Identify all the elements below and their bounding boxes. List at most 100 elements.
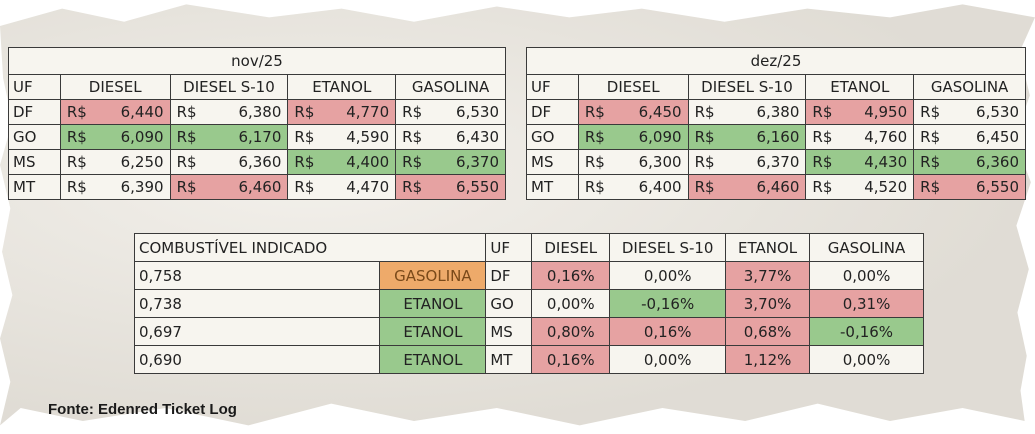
uf-cell: DF: [485, 261, 533, 290]
column-header-diesel-s10: DIESEL S-10: [169, 74, 289, 100]
currency-cell: R$: [59, 149, 99, 175]
variation-cell: 1,12%: [725, 345, 811, 374]
price-cell: 4,520: [843, 174, 915, 200]
indicated-fuel-cell: ETANOL: [379, 317, 487, 346]
variation-cell: 3,77%: [725, 261, 811, 290]
column-header-etanol: ETANOL: [287, 74, 397, 100]
price-cell: 6,400: [616, 174, 689, 200]
price-cell: 6,360: [208, 149, 289, 175]
table-row: 0,758 GASOLINA DF 0,16% 0,00% 3,77% 0,00%: [133, 261, 924, 290]
uf-cell: DF: [526, 99, 579, 125]
uf-cell: GO: [485, 289, 533, 318]
currency-cell: R$: [913, 149, 952, 175]
period-header: dez/25: [526, 47, 1026, 75]
price-rows: DF R$ 6,450 R$ 6,380 R$ 4,950 R$ 6,530 GO R$ 6,090 R…: [526, 99, 1026, 200]
price-table-dez: dez/25 UF DIESEL DIESEL S-10 ETANOL GASO…: [526, 47, 1026, 200]
price-cell: 6,300: [616, 149, 689, 175]
table-row: 0,690 ETANOL MT 0,16% 0,00% 1,12% 0,00%: [133, 345, 924, 374]
price-cell: 6,450: [951, 124, 1026, 150]
variation-cell: 0,00%: [531, 289, 611, 318]
column-header-etanol: ETANOL: [725, 233, 811, 262]
column-header-etanol: ETANOL: [805, 74, 915, 100]
currency-cell: R$: [805, 174, 844, 200]
price-cell: 4,590: [325, 124, 397, 150]
table-row: DF R$ 6,440 R$ 6,380 R$ 4,770 R$ 6,530: [8, 99, 506, 125]
column-header-uf: UF: [8, 74, 61, 100]
price-cell: 4,950: [843, 99, 915, 125]
column-header-indicated-fuel: COMBUSTÍVEL INDICADO: [133, 233, 487, 262]
currency-cell: R$: [59, 174, 99, 200]
uf-cell: MS: [485, 317, 533, 346]
column-header-diesel-s10: DIESEL S-10: [687, 74, 807, 100]
variation-cell: 0,00%: [609, 261, 727, 290]
variation-cell: 0,00%: [809, 261, 924, 290]
price-cell: 6,370: [726, 149, 807, 175]
price-cell: 6,550: [433, 174, 506, 200]
currency-cell: R$: [687, 124, 727, 150]
price-cell: 6,550: [951, 174, 1026, 200]
price-cell: 4,400: [325, 149, 397, 175]
table-row: 0,697 ETANOL MS 0,80% 0,16% 0,68% -0,16%: [133, 317, 924, 346]
column-header-diesel-s10: DIESEL S-10: [609, 233, 727, 262]
price-cell: 6,380: [726, 99, 807, 125]
variation-cell: 0,00%: [809, 345, 924, 374]
variation-cell: 0,68%: [725, 317, 811, 346]
price-cell: 6,090: [98, 124, 171, 150]
currency-cell: R$: [287, 99, 326, 125]
column-header-uf: UF: [526, 74, 579, 100]
table-row: MT R$ 6,400 R$ 6,460 R$ 4,520 R$ 6,550: [526, 174, 1026, 200]
table-row: MS R$ 6,300 R$ 6,370 R$ 4,430 R$ 6,360: [526, 149, 1026, 175]
ratio-cell: 0,697: [133, 317, 381, 346]
uf-cell: MT: [8, 174, 61, 200]
price-cell: 6,390: [98, 174, 171, 200]
uf-cell: GO: [526, 124, 579, 150]
variation-cell: -0,16%: [609, 289, 727, 318]
price-cell: 6,430: [433, 124, 506, 150]
source-caption: Fonte: Edenred Ticket Log: [48, 401, 237, 418]
uf-cell: MT: [485, 345, 533, 374]
price-cell: 6,090: [616, 124, 689, 150]
currency-cell: R$: [913, 124, 952, 150]
indicated-fuel-cell: GASOLINA: [379, 261, 487, 290]
price-cell: 4,760: [843, 124, 915, 150]
currency-cell: R$: [577, 174, 617, 200]
price-cell: 4,770: [325, 99, 397, 125]
comparison-table: COMBUSTÍVEL INDICADO UF DIESEL DIESEL S-…: [133, 233, 924, 374]
currency-cell: R$: [287, 174, 326, 200]
price-cell: 6,530: [433, 99, 506, 125]
variation-cell: 0,16%: [609, 317, 727, 346]
currency-cell: R$: [913, 99, 952, 125]
currency-cell: R$: [577, 149, 617, 175]
ratio-cell: 0,738: [133, 289, 381, 318]
currency-cell: R$: [169, 174, 209, 200]
column-header-diesel: DIESEL: [59, 74, 171, 100]
currency-cell: R$: [169, 99, 209, 125]
currency-cell: R$: [395, 174, 434, 200]
variation-cell: 0,80%: [531, 317, 611, 346]
currency-cell: R$: [169, 124, 209, 150]
currency-cell: R$: [169, 149, 209, 175]
table-row: GO R$ 6,090 R$ 6,160 R$ 4,760 R$ 6,450: [526, 124, 1026, 150]
price-rows: DF R$ 6,440 R$ 6,380 R$ 4,770 R$ 6,530 GO R$ 6,090 R…: [8, 99, 506, 200]
price-cell: 6,440: [98, 99, 171, 125]
price-cell: 6,250: [98, 149, 171, 175]
price-cell: 6,380: [208, 99, 289, 125]
indicated-fuel-cell: ETANOL: [379, 289, 487, 318]
currency-cell: R$: [687, 99, 727, 125]
currency-cell: R$: [395, 124, 434, 150]
price-cell: 6,450: [616, 99, 689, 125]
currency-cell: R$: [687, 174, 727, 200]
price-cell: 6,160: [726, 124, 807, 150]
column-header-gasolina: GASOLINA: [395, 74, 506, 100]
uf-cell: DF: [8, 99, 61, 125]
price-cell: 6,170: [208, 124, 289, 150]
variation-cell: 0,16%: [531, 345, 611, 374]
column-header-gasolina: GASOLINA: [913, 74, 1026, 100]
column-header-diesel: DIESEL: [577, 74, 689, 100]
currency-cell: R$: [805, 124, 844, 150]
uf-cell: MS: [8, 149, 61, 175]
uf-cell: MT: [526, 174, 579, 200]
price-table-nov: nov/25 UF DIESEL DIESEL S-10 ETANOL GASO…: [8, 47, 506, 200]
currency-cell: R$: [59, 99, 99, 125]
variation-cell: 0,16%: [531, 261, 611, 290]
